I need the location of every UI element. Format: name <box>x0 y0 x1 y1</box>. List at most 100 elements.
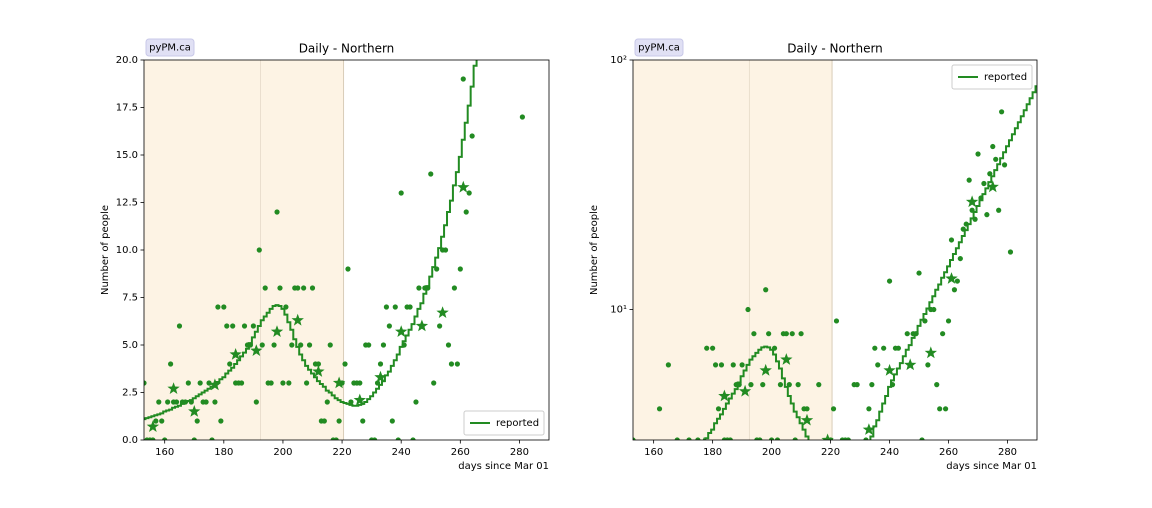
legend-label: reported <box>496 418 539 429</box>
daily-point <box>277 285 283 291</box>
daily-point <box>469 133 475 139</box>
weekly-star <box>312 365 325 377</box>
daily-point <box>792 437 798 440</box>
daily-point <box>866 406 872 412</box>
daily-point <box>854 382 860 388</box>
x-tick-label: 160 <box>155 447 174 458</box>
daily-point <box>371 437 378 440</box>
daily-point <box>715 406 722 412</box>
daily-point <box>221 304 227 310</box>
daily-point <box>830 406 837 412</box>
daily-point <box>463 209 469 215</box>
daily-point <box>398 190 404 196</box>
daily-point <box>710 345 716 351</box>
chart-title: Daily - Northern <box>787 42 883 56</box>
daily-point <box>215 304 221 310</box>
daily-point <box>413 399 419 405</box>
weekly-star <box>904 358 917 371</box>
daily-point <box>407 304 413 310</box>
daily-point <box>416 285 422 291</box>
daily-point <box>283 304 289 310</box>
weekly-star <box>780 353 793 365</box>
daily-point <box>701 481 706 486</box>
daily-point <box>937 406 943 412</box>
legend-label: reported <box>984 72 1027 83</box>
daily-point <box>203 399 209 405</box>
weekly-star <box>374 370 387 383</box>
daily-point <box>999 109 1005 115</box>
daily-point <box>771 345 778 351</box>
shaded-span <box>633 60 750 440</box>
daily-point <box>663 481 668 486</box>
y-tick-label: 20.0 <box>116 55 138 66</box>
daily-point <box>931 306 937 313</box>
daily-point <box>837 481 842 486</box>
daily-point <box>745 306 751 313</box>
x-tick-label: 160 <box>644 447 663 458</box>
daily-point <box>766 331 772 337</box>
x-tick-label: 220 <box>333 447 352 458</box>
daily-point <box>454 361 460 367</box>
daily-point <box>704 345 710 351</box>
daily-point <box>757 437 763 440</box>
daily-point <box>833 318 840 324</box>
daily-point <box>975 151 981 157</box>
weekly-star <box>738 384 752 397</box>
daily-point <box>466 190 472 196</box>
daily-point <box>789 331 795 337</box>
y-tick-label: 10.0 <box>116 245 138 256</box>
daily-point <box>786 382 792 388</box>
daily-point <box>259 342 265 348</box>
daily-point <box>386 323 392 329</box>
daily-point <box>889 382 896 388</box>
chart-panel: 160 180 200 220 240 260 280 0.0 2.5 5.0 7.5 10.0 12.… <box>100 38 550 472</box>
plot-area <box>633 60 1037 486</box>
daily-point <box>872 345 878 351</box>
daily-point <box>869 382 875 388</box>
daily-point <box>954 278 960 284</box>
daily-point <box>280 380 286 386</box>
weekly-star <box>986 180 999 193</box>
daily-point <box>457 266 463 272</box>
weekly-star <box>842 472 854 484</box>
daily-point <box>727 437 733 440</box>
daily-point <box>268 380 274 386</box>
daily-point <box>951 287 958 293</box>
daily-point <box>665 362 671 368</box>
daily-point <box>751 331 757 337</box>
daily-point <box>774 437 781 440</box>
daily-point <box>1001 162 1008 168</box>
daily-point <box>295 285 301 291</box>
weekly-star <box>291 313 304 326</box>
daily-point <box>445 342 452 348</box>
y-tick-label: 10¹ <box>610 305 627 316</box>
daily-point <box>940 331 946 337</box>
daily-point <box>984 212 990 218</box>
daily-point <box>945 318 952 324</box>
shaded-span <box>260 60 344 440</box>
source-badge <box>145 38 195 57</box>
daily-point <box>212 399 218 405</box>
daily-point <box>442 247 449 253</box>
daily-point <box>321 418 327 424</box>
daily-point <box>306 342 313 348</box>
daily-point <box>401 342 407 348</box>
daily-point <box>736 382 742 388</box>
daily-point <box>345 266 351 272</box>
daily-point <box>182 399 188 405</box>
daily-point <box>374 380 381 386</box>
daily-point <box>165 399 171 405</box>
daily-point <box>718 362 725 368</box>
daily-point <box>695 437 701 440</box>
daily-point <box>380 342 387 348</box>
daily-point <box>760 382 766 388</box>
x-tick-label: 200 <box>762 447 781 458</box>
daily-point <box>324 399 330 405</box>
weekly-star <box>188 405 201 417</box>
daily-point <box>348 399 354 405</box>
y-tick-label: 7.5 <box>122 293 138 304</box>
daily-point <box>309 285 316 291</box>
daily-point <box>153 418 159 424</box>
weekly-star <box>965 195 979 208</box>
daily-point <box>730 362 736 368</box>
